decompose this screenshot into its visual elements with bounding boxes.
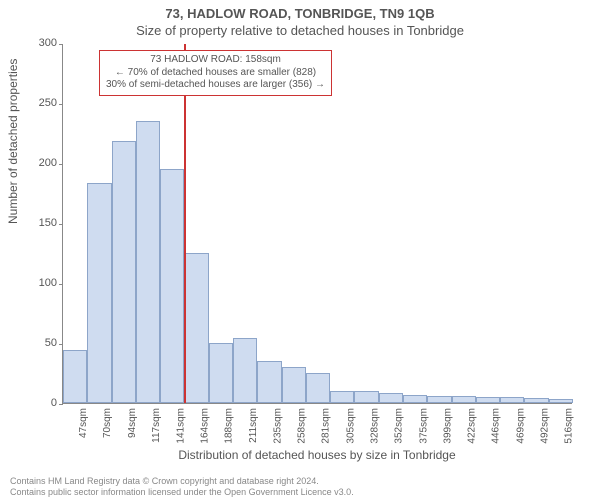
histogram-bar: [452, 396, 476, 403]
histogram-bar: [306, 373, 330, 403]
y-tick-label: 0: [25, 397, 57, 409]
histogram-bar: [233, 338, 257, 403]
callout-box: 73 HADLOW ROAD: 158sqm← 70% of detached …: [99, 50, 332, 96]
x-tick-label: 446sqm: [491, 408, 502, 444]
histogram-bar: [112, 141, 136, 403]
histogram-bar: [87, 183, 111, 403]
chart-container: Number of detached properties 0501001502…: [62, 44, 572, 404]
histogram-bar: [63, 350, 87, 403]
y-tick-mark: [59, 224, 63, 225]
x-tick-label: 281sqm: [321, 408, 332, 444]
histogram-bar: [379, 393, 403, 403]
plot-area: 05010015020025030047sqm70sqm94sqm117sqm1…: [62, 44, 572, 404]
x-tick-label: 375sqm: [418, 408, 429, 444]
x-tick-label: 235sqm: [272, 408, 283, 444]
x-tick-label: 164sqm: [200, 408, 211, 444]
y-tick-label: 150: [25, 217, 57, 229]
histogram-bar: [330, 391, 354, 403]
y-tick-mark: [59, 104, 63, 105]
x-tick-label: 305sqm: [345, 408, 356, 444]
x-tick-label: 211sqm: [248, 408, 259, 443]
callout-line: 73 HADLOW ROAD: 158sqm: [106, 54, 325, 67]
y-tick-mark: [59, 344, 63, 345]
y-axis-label: Number of detached properties: [6, 59, 20, 224]
x-tick-label: 117sqm: [151, 408, 162, 443]
x-tick-label: 188sqm: [224, 408, 235, 444]
histogram-bar: [136, 121, 160, 403]
y-tick-mark: [59, 284, 63, 285]
x-tick-label: 422sqm: [467, 408, 478, 444]
x-tick-label: 70sqm: [102, 408, 113, 438]
page-title: 73, HADLOW ROAD, TONBRIDGE, TN9 1QB: [0, 0, 600, 21]
y-tick-mark: [59, 44, 63, 45]
x-tick-label: 492sqm: [540, 408, 551, 444]
footer-line-2: Contains public sector information licen…: [10, 487, 354, 498]
histogram-bar: [524, 398, 548, 403]
histogram-bar: [160, 169, 184, 403]
x-tick-label: 141sqm: [175, 408, 186, 444]
x-tick-label: 328sqm: [370, 408, 381, 444]
y-tick-label: 200: [25, 157, 57, 169]
x-tick-label: 516sqm: [564, 408, 575, 444]
footer-line-1: Contains HM Land Registry data © Crown c…: [10, 476, 354, 487]
histogram-bar: [427, 396, 451, 403]
page-subtitle: Size of property relative to detached ho…: [0, 21, 600, 38]
x-tick-label: 258sqm: [297, 408, 308, 444]
histogram-bar: [257, 361, 281, 403]
y-tick-label: 50: [25, 337, 57, 349]
x-tick-label: 352sqm: [394, 408, 405, 444]
histogram-bar: [476, 397, 500, 403]
y-tick-mark: [59, 164, 63, 165]
y-tick-label: 100: [25, 277, 57, 289]
reference-line: [184, 44, 186, 403]
x-tick-label: 399sqm: [442, 408, 453, 444]
histogram-bar: [403, 395, 427, 403]
histogram-bar: [209, 343, 233, 403]
y-tick-label: 250: [25, 97, 57, 109]
histogram-bar: [354, 391, 378, 403]
histogram-bar: [500, 397, 524, 403]
histogram-bar: [184, 253, 208, 403]
callout-line: ← 70% of detached houses are smaller (82…: [106, 67, 325, 80]
y-tick-mark: [59, 404, 63, 405]
footer-attribution: Contains HM Land Registry data © Crown c…: [10, 476, 354, 498]
callout-line: 30% of semi-detached houses are larger (…: [106, 79, 325, 92]
x-tick-label: 469sqm: [515, 408, 526, 444]
x-tick-label: 94sqm: [127, 408, 138, 438]
y-tick-label: 300: [25, 37, 57, 49]
x-tick-label: 47sqm: [78, 408, 89, 438]
histogram-bar: [549, 399, 573, 403]
histogram-bar: [282, 367, 306, 403]
